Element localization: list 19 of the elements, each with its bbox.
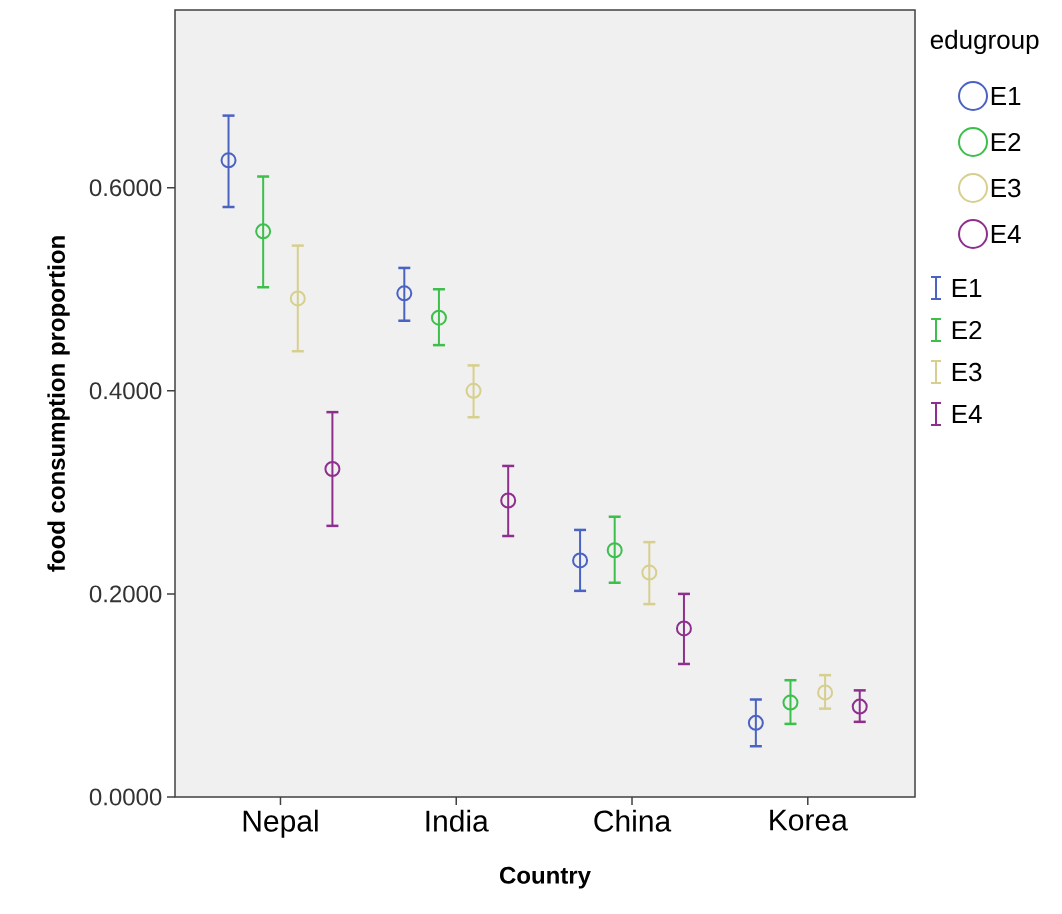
legend-title: edugroup <box>930 29 1039 55</box>
y-axis-title: food consumption proportion <box>47 236 70 572</box>
x-tick-label: Korea <box>770 809 848 831</box>
y-tick-label: 0.6000 <box>89 179 162 197</box>
text: E1 <box>991 87 1021 105</box>
text: E4 <box>991 225 1021 243</box>
x-tick-label: India <box>426 809 489 832</box>
legend-label: E1 <box>952 279 982 297</box>
y-tick-label: 0.2000 <box>89 585 162 603</box>
y-tick-label: 0.4000 <box>89 382 162 400</box>
legend-label: E3 <box>952 362 982 382</box>
y-tick-label: 0.0000 <box>89 788 162 806</box>
x-axis-title: Country <box>499 866 591 889</box>
legend-label: E4 <box>952 405 982 423</box>
legend-label: E2 <box>952 320 982 340</box>
x-tick-label: China <box>594 809 672 832</box>
x-tick-label: Nepal <box>243 809 318 838</box>
text: E3 <box>991 178 1021 198</box>
text: E2 <box>991 132 1021 152</box>
